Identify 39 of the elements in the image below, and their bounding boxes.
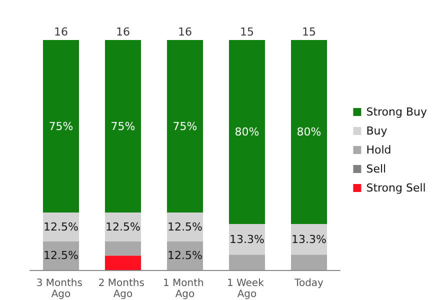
legend-label: Hold xyxy=(366,144,392,156)
bar xyxy=(229,40,265,224)
legend-label: Buy xyxy=(366,124,388,138)
data-label: 80% xyxy=(296,126,322,138)
bar xyxy=(229,254,265,270)
bar xyxy=(105,40,141,212)
data-label: 13.3% xyxy=(230,232,264,246)
bar xyxy=(291,40,327,224)
data-label: 12.5% xyxy=(44,249,78,262)
annotation: 15 xyxy=(302,26,316,38)
data-label: 12.5% xyxy=(168,249,202,262)
x-tick-label: 3 Months Ago xyxy=(36,278,86,300)
data-label: 13.3% xyxy=(292,232,326,246)
annotation: 16 xyxy=(178,26,192,38)
data-label: 75% xyxy=(172,120,198,133)
data-label: 75% xyxy=(110,120,136,133)
data-label: 12.5% xyxy=(44,220,78,234)
bar xyxy=(167,212,203,242)
x-tick-label: 2 Months Ago xyxy=(98,278,148,300)
x-tick-label: 1 Week Ago xyxy=(226,278,268,300)
data-label: 80% xyxy=(234,126,260,138)
x-tick-label: 1 Month Ago xyxy=(162,278,208,300)
bar xyxy=(43,212,79,242)
data-label: 75% xyxy=(48,120,74,133)
legend-label: Strong Sell xyxy=(366,182,426,194)
legend-label: Strong Buy xyxy=(366,106,428,118)
bar xyxy=(105,256,141,270)
data-label: 12.5% xyxy=(168,220,202,234)
bar xyxy=(43,40,79,212)
bar xyxy=(105,241,141,256)
annotation: 16 xyxy=(116,26,130,38)
data-label: 12.5% xyxy=(106,220,140,234)
bar xyxy=(291,254,327,270)
annotation: 15 xyxy=(240,26,254,38)
bar xyxy=(105,212,141,242)
x-tick-label: Today xyxy=(294,278,324,289)
legend-label: Sell xyxy=(366,162,386,176)
bar xyxy=(167,40,203,212)
annotation: 16 xyxy=(54,26,68,38)
